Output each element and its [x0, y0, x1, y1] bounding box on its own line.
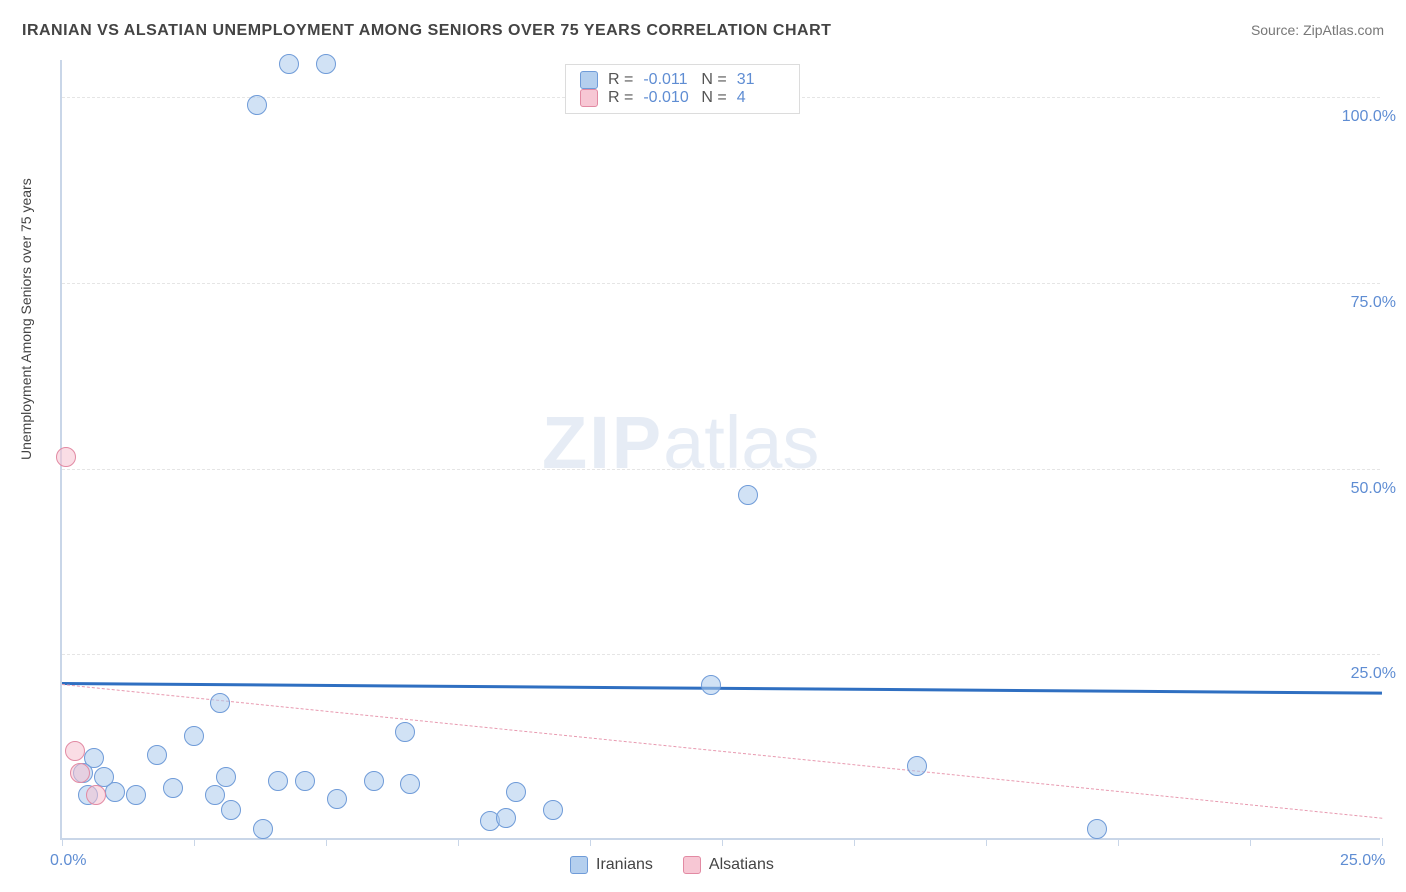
x-tick	[458, 838, 459, 846]
data-point	[184, 726, 204, 746]
legend-n-value: 31	[737, 71, 785, 89]
legend-swatch	[570, 856, 588, 874]
x-tick-label: 0.0%	[50, 852, 86, 870]
x-tick	[722, 838, 723, 846]
x-tick	[1118, 838, 1119, 846]
data-point	[327, 789, 347, 809]
legend-swatch	[683, 856, 701, 874]
x-tick	[326, 838, 327, 846]
legend-item: Iranians	[570, 856, 653, 874]
data-point	[279, 54, 299, 74]
x-tick	[62, 838, 63, 846]
legend-n-label: N =	[701, 71, 726, 89]
data-point	[701, 675, 721, 695]
x-tick-label: 25.0%	[1340, 852, 1385, 870]
data-point	[210, 693, 230, 713]
legend-stats-row: R = -0.011 N = 31	[580, 71, 785, 89]
data-point	[94, 767, 114, 787]
y-tick-label: 100.0%	[1342, 108, 1396, 126]
data-point	[506, 782, 526, 802]
trend-line	[62, 682, 1382, 695]
gridline-h	[62, 654, 1380, 655]
plot-area: ZIPatlas	[60, 60, 1380, 840]
legend-swatch	[580, 89, 598, 107]
legend-r-label: R =	[608, 71, 633, 89]
legend-stats: R = -0.011 N = 31 R = -0.010 N = 4	[565, 64, 800, 114]
gridline-h	[62, 283, 1380, 284]
data-point	[70, 763, 90, 783]
data-point	[1087, 819, 1107, 839]
x-tick	[854, 838, 855, 846]
data-point	[56, 447, 76, 467]
y-tick-label: 25.0%	[1351, 665, 1396, 683]
legend-r-value: -0.011	[643, 71, 691, 89]
x-tick	[1250, 838, 1251, 846]
y-tick-label: 75.0%	[1351, 294, 1396, 312]
data-point	[163, 778, 183, 798]
data-point	[543, 800, 563, 820]
source-label: Source: ZipAtlas.com	[1251, 22, 1384, 38]
data-point	[364, 771, 384, 791]
legend-r-value: -0.010	[643, 89, 691, 107]
data-point	[738, 485, 758, 505]
x-tick	[1382, 838, 1383, 846]
chart-title: IRANIAN VS ALSATIAN UNEMPLOYMENT AMONG S…	[22, 22, 831, 40]
legend-item-label: Alsatians	[709, 856, 774, 873]
legend-swatch	[580, 71, 598, 89]
data-point	[316, 54, 336, 74]
chart-container: IRANIAN VS ALSATIAN UNEMPLOYMENT AMONG S…	[0, 0, 1406, 892]
watermark: ZIPatlas	[542, 400, 819, 485]
legend-stats-row: R = -0.010 N = 4	[580, 89, 785, 107]
data-point	[295, 771, 315, 791]
legend-item: Alsatians	[683, 856, 774, 874]
x-tick	[986, 838, 987, 846]
data-point	[253, 819, 273, 839]
y-tick-label: 50.0%	[1351, 480, 1396, 498]
data-point	[496, 808, 516, 828]
y-axis-label: Unemployment Among Seniors over 75 years	[18, 178, 34, 460]
data-point	[65, 741, 85, 761]
data-point	[147, 745, 167, 765]
data-point	[216, 767, 236, 787]
x-tick	[590, 838, 591, 846]
data-point	[907, 756, 927, 776]
legend-n-value: 4	[737, 89, 785, 107]
x-tick	[194, 838, 195, 846]
data-point	[126, 785, 146, 805]
data-point	[205, 785, 225, 805]
data-point	[221, 800, 241, 820]
gridline-h	[62, 469, 1380, 470]
data-point	[400, 774, 420, 794]
trend-line	[62, 684, 1382, 819]
data-point	[395, 722, 415, 742]
legend-n-label: N =	[701, 89, 726, 107]
legend-r-label: R =	[608, 89, 633, 107]
legend-item-label: Iranians	[596, 856, 653, 873]
data-point	[86, 785, 106, 805]
data-point	[247, 95, 267, 115]
data-point	[268, 771, 288, 791]
legend-series: Iranians Alsatians	[570, 856, 774, 874]
